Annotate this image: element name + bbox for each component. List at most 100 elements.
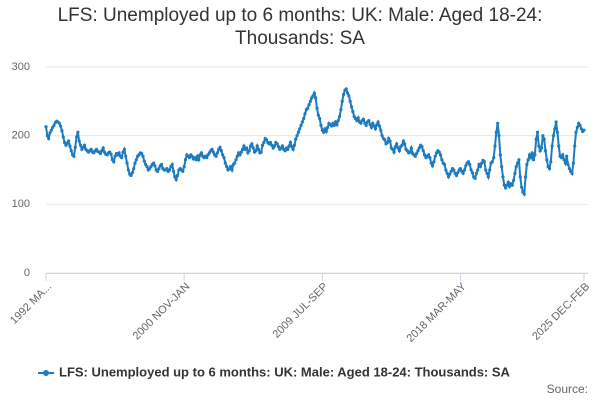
data-point (437, 150, 441, 154)
data-point (242, 144, 246, 148)
data-point (517, 158, 521, 162)
data-point (288, 140, 293, 145)
data-point (171, 169, 176, 173)
data-point (482, 160, 486, 164)
data-point (155, 169, 160, 173)
data-point (314, 96, 318, 100)
data-point (219, 149, 223, 153)
data-point (356, 116, 360, 120)
data-point (272, 144, 277, 148)
data-point (497, 134, 501, 138)
data-point (109, 152, 113, 156)
data-point (60, 129, 64, 133)
data-point (464, 164, 468, 168)
data-point (250, 142, 254, 146)
data-point (442, 162, 447, 167)
data-point (300, 120, 304, 124)
data-point (355, 118, 359, 123)
data-point (241, 147, 245, 151)
x-tick-label: 2009 JUL-SEP (271, 281, 331, 341)
data-point (429, 161, 433, 165)
data-point (468, 162, 472, 167)
x-tick-label: 2018 MAR-MAY (405, 280, 470, 345)
data-point (230, 168, 234, 172)
data-point (190, 154, 194, 158)
data-point (302, 116, 306, 121)
data-point (395, 142, 399, 146)
data-point (541, 134, 545, 138)
data-point (141, 154, 145, 158)
x-tick-label: 2000 NOV-JAN (131, 281, 193, 343)
data-point (89, 147, 93, 151)
data-point (322, 130, 326, 134)
data-point (371, 121, 375, 125)
data-point (126, 168, 130, 172)
data-point (466, 160, 471, 164)
data-point (396, 146, 400, 150)
data-point (295, 134, 299, 138)
data-point (549, 160, 553, 164)
data-point (461, 171, 465, 176)
data-point (73, 145, 77, 149)
data-point (392, 150, 396, 154)
data-point (181, 169, 185, 173)
data-point (275, 142, 279, 146)
data-point (511, 178, 516, 182)
data-point (101, 146, 105, 150)
data-point (391, 147, 395, 151)
data-point (348, 99, 352, 103)
data-point (422, 153, 427, 157)
data-point (132, 167, 136, 171)
data-point (364, 123, 368, 127)
data-point (534, 137, 538, 141)
data-point (153, 164, 157, 168)
data-point (303, 112, 307, 116)
data-point (376, 120, 380, 124)
data-point (570, 171, 574, 176)
data-point (445, 171, 449, 176)
data-point (448, 172, 452, 176)
data-point (330, 124, 334, 128)
data-point (142, 159, 146, 163)
data-point (446, 175, 451, 179)
data-point (561, 153, 565, 157)
data-point (347, 94, 351, 98)
data-point (401, 139, 405, 143)
data-point (283, 149, 287, 153)
data-point (372, 124, 376, 128)
data-point (165, 167, 169, 171)
data-point (400, 143, 404, 147)
data-point (525, 162, 529, 167)
chart-title: LFS: Unemployed up to 6 months: UK: Male… (57, 5, 543, 49)
data-point (120, 156, 124, 160)
data-point (199, 151, 204, 155)
data-point (551, 134, 556, 138)
data-point (48, 131, 52, 135)
data-point (542, 137, 546, 141)
data-point (340, 99, 344, 103)
data-point (211, 150, 215, 154)
data-point (62, 140, 67, 145)
data-point (500, 164, 504, 169)
data-point (287, 144, 291, 148)
data-point (49, 128, 53, 132)
data-point (244, 146, 249, 150)
data-point (380, 134, 384, 138)
data-point (476, 168, 480, 172)
series-line (45, 87, 585, 198)
data-point (259, 150, 263, 154)
data-point (397, 149, 401, 153)
data-point (579, 127, 583, 131)
data-point (557, 144, 561, 148)
data-point (194, 158, 198, 162)
data-point (335, 123, 339, 127)
data-point (469, 168, 473, 172)
data-point (567, 167, 571, 171)
data-point (290, 145, 294, 149)
data-point (562, 158, 566, 162)
data-point (373, 127, 378, 131)
data-point (385, 140, 389, 145)
data-point (307, 103, 311, 107)
